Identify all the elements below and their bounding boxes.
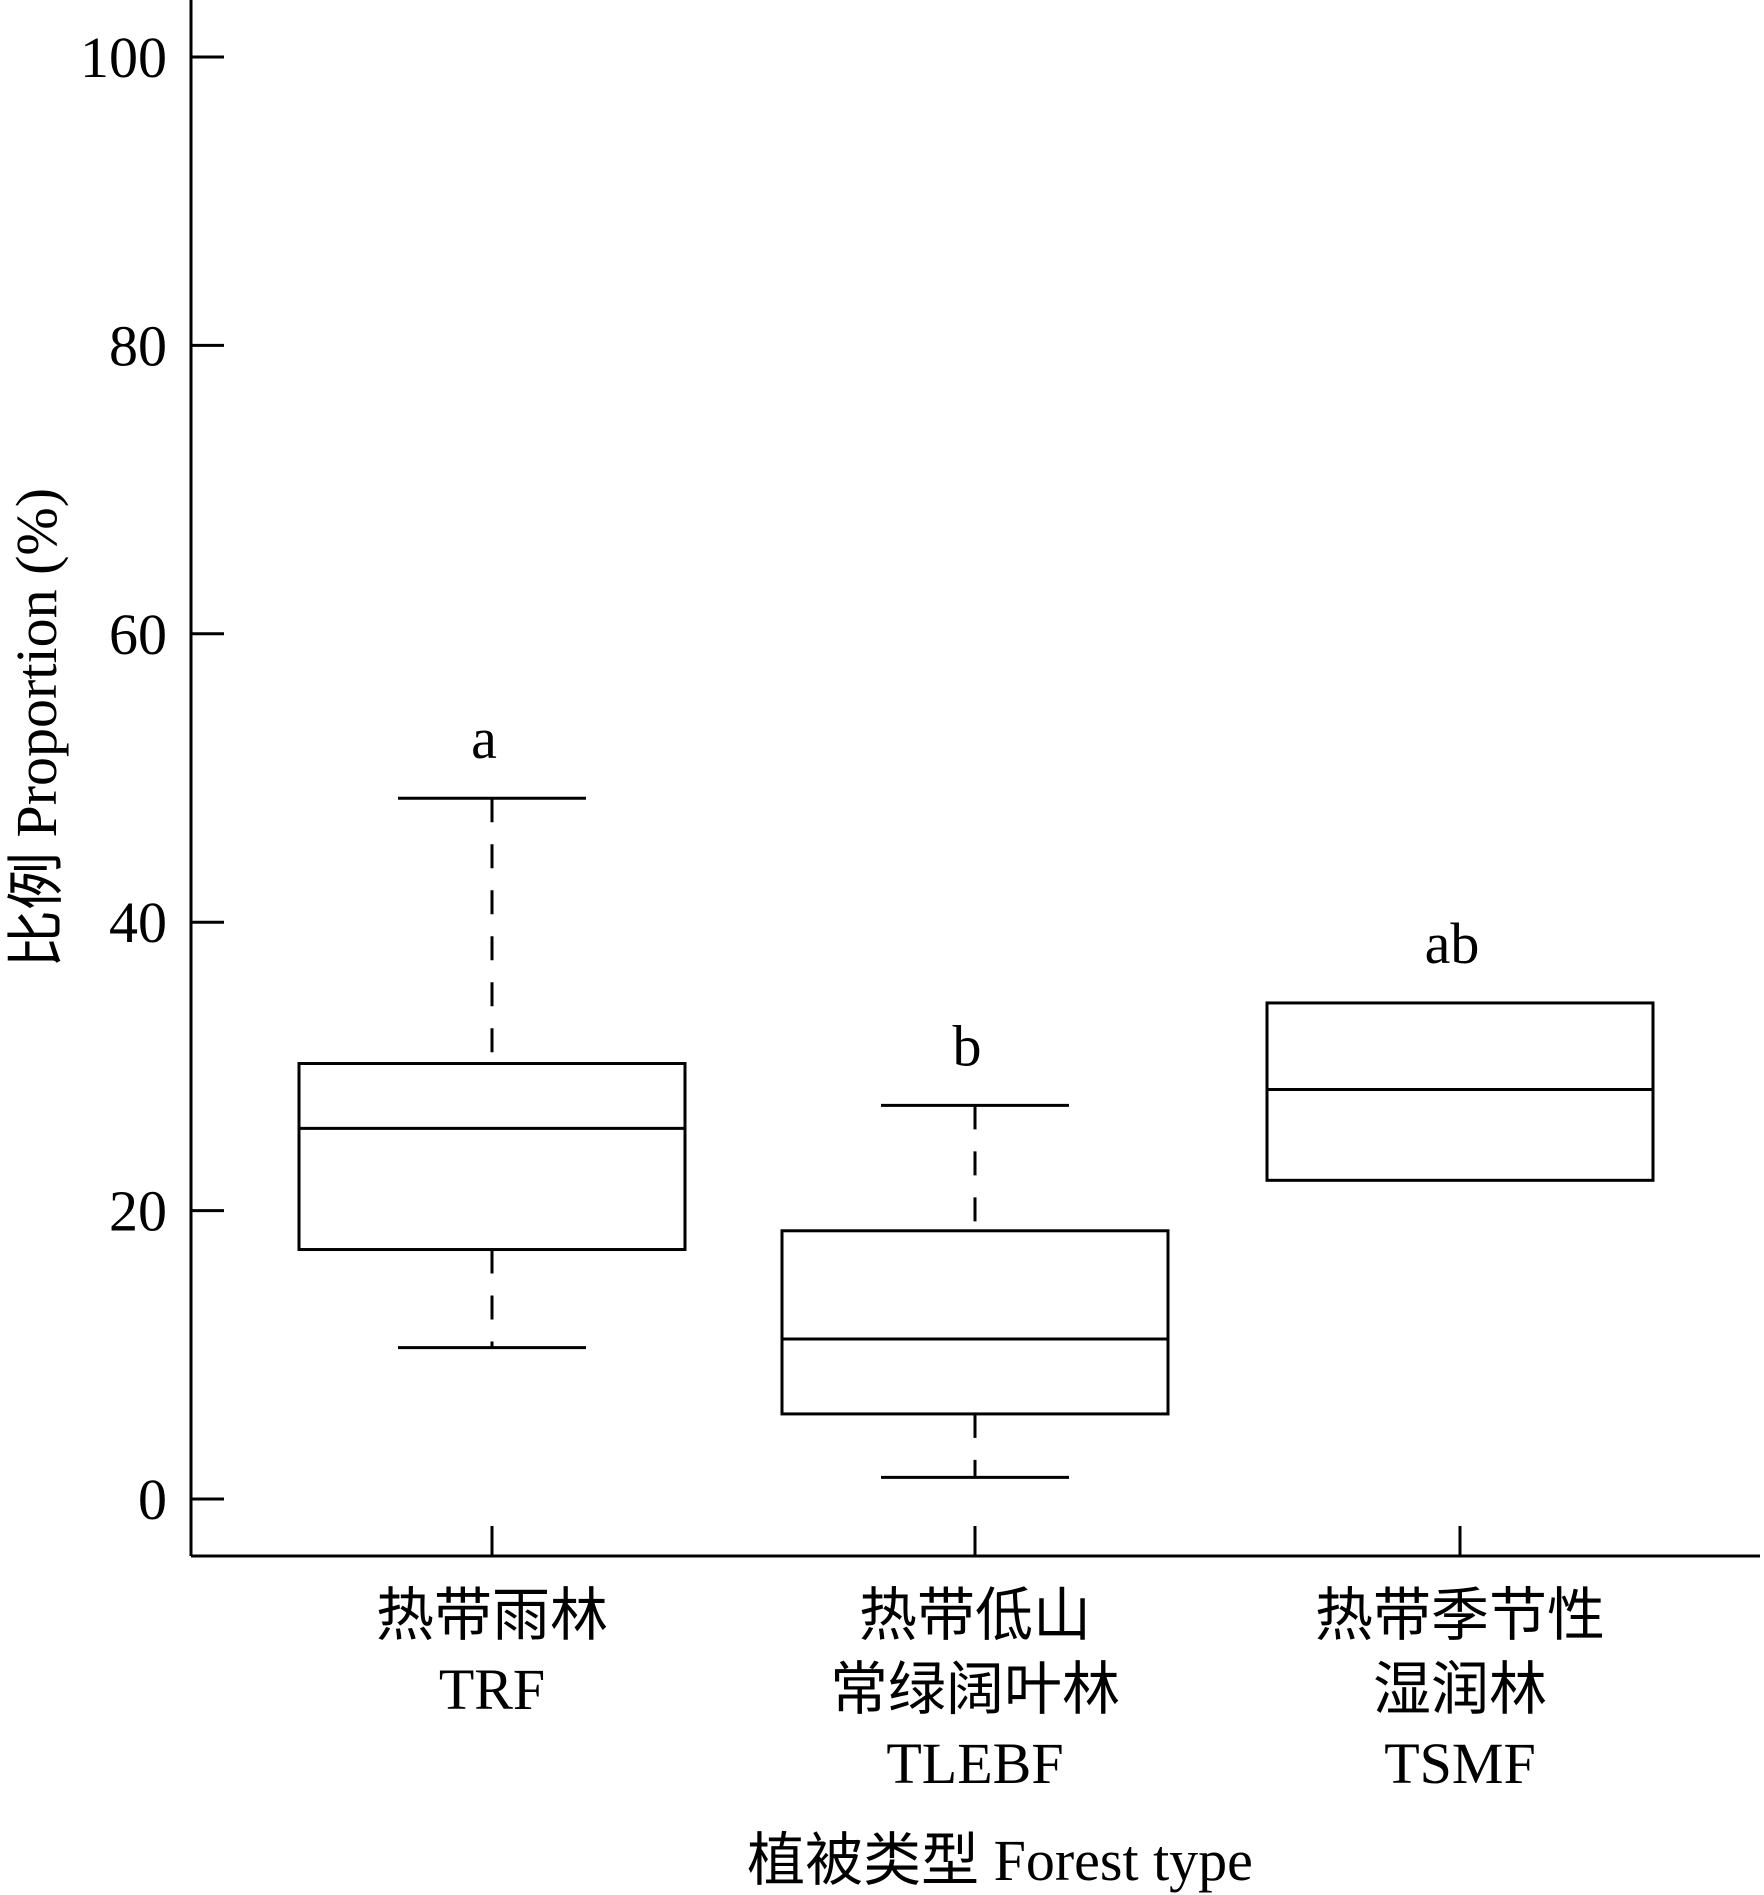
box-iqr: [297, 1062, 687, 1252]
y-tick-label: 0: [138, 1467, 167, 1532]
category-label-line: TRF: [439, 1657, 545, 1722]
y-tick-label: 80: [109, 313, 167, 378]
y-tick-label: 100: [80, 25, 167, 90]
category-label-line: 常绿阔叶林: [830, 1657, 1120, 1722]
y-tick-label: 60: [109, 602, 167, 667]
category-label-line: 热带雨林: [376, 1583, 608, 1648]
category-label-line: 热带季节性: [1315, 1583, 1605, 1648]
boxes: [297, 796, 1655, 1479]
x-axis-title: 植被类型 Forest type: [747, 1828, 1253, 1893]
y-tick-label: 20: [109, 1179, 167, 1244]
category-label-line: TSMF: [1384, 1731, 1536, 1796]
category-label-line: 湿润林: [1373, 1657, 1547, 1722]
axes: 0 20 40 60 80 100 比例 Proportion (%) 植被类型 Forest…: [4, 0, 1760, 1893]
significance-letter: a: [471, 706, 497, 771]
significance-letter: b: [953, 1013, 982, 1078]
category-label-line: TLEBF: [886, 1731, 1063, 1796]
significance-letter: ab: [1425, 911, 1480, 976]
box-iqr: [1265, 1001, 1655, 1182]
box-iqr: [780, 1229, 1170, 1416]
y-axis-title: 比例 Proportion (%): [4, 488, 69, 968]
category-label-line: 热带低山: [859, 1583, 1091, 1648]
y-tick-label: 40: [109, 890, 167, 955]
